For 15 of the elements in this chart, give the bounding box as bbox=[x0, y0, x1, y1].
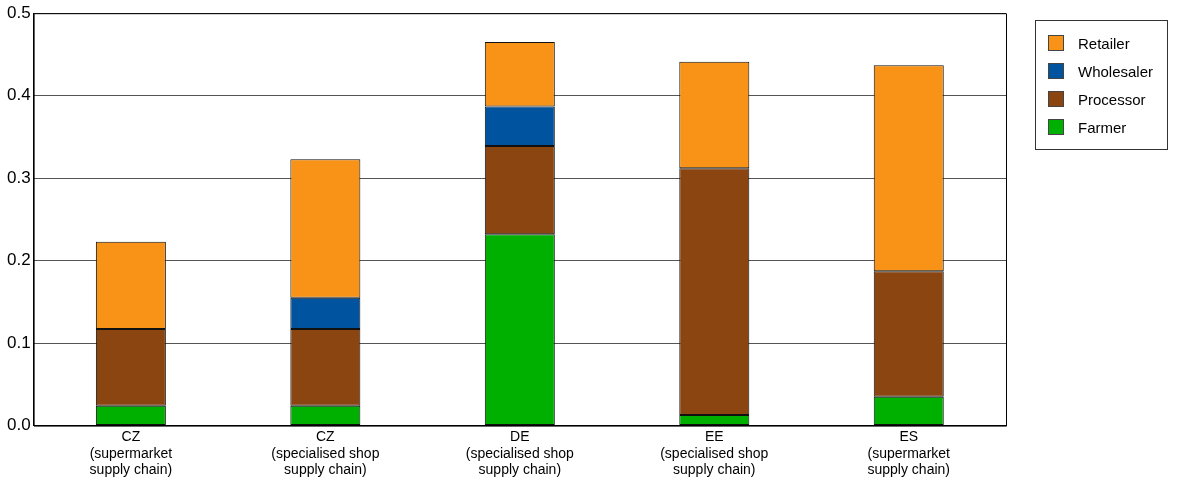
legend-label: Retailer bbox=[1078, 34, 1130, 52]
legend-label: Farmer bbox=[1078, 118, 1127, 136]
y-tick-label: 0.1 bbox=[6, 332, 31, 352]
x-tick-label: CZ (specialised shop supply chain) bbox=[271, 427, 380, 478]
y-tick-label: 0.5 bbox=[6, 2, 31, 22]
y-tick-label: 0.3 bbox=[6, 167, 31, 187]
x-tick-label: CZ (supermarket supply chain) bbox=[89, 427, 173, 478]
y-tick-label: 0.0 bbox=[6, 415, 31, 435]
y-tick-label: 0.4 bbox=[6, 85, 31, 105]
x-tick-label: EE (specialised shop supply chain) bbox=[660, 427, 769, 478]
legend-label: Processor bbox=[1078, 90, 1146, 108]
legend-label: Wholesaler bbox=[1078, 62, 1154, 80]
x-tick-label: DE (specialised shop supply chain) bbox=[465, 427, 575, 478]
y-tick-label: 0.2 bbox=[6, 250, 31, 270]
x-tick-label: ES (supermarket supply chain) bbox=[867, 427, 951, 478]
